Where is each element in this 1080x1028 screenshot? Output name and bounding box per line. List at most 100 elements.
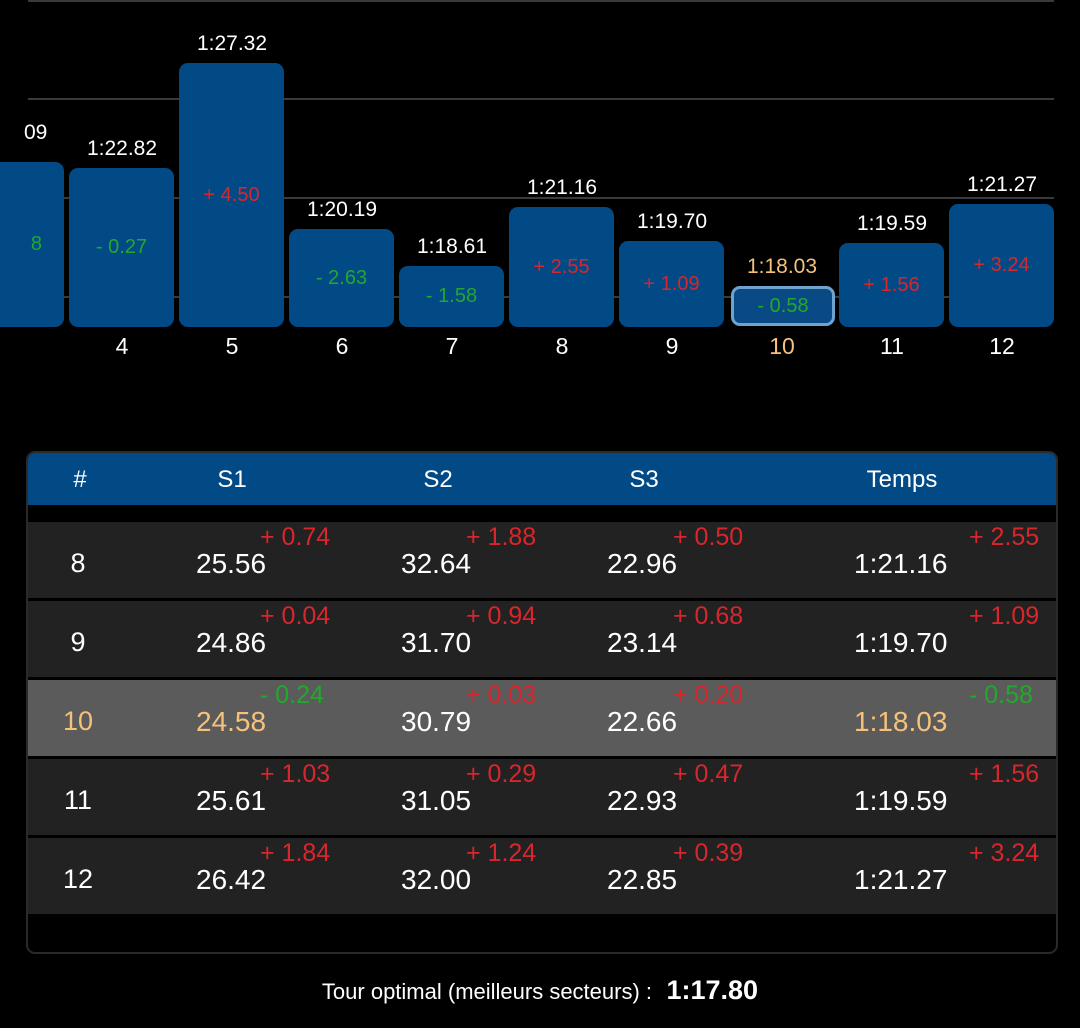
header-lap: # [73, 466, 87, 493]
bar-lap-10[interactable]: - 0.58 [731, 286, 835, 326]
bar-time-label: 1:22.82 [86, 137, 158, 160]
header-time: Temps [866, 466, 938, 493]
cell-s1-delta: + 1.03 [260, 760, 331, 788]
cell-s3-delta: + 0.39 [673, 839, 744, 867]
header-s2: S2 [423, 466, 453, 493]
bar-lap-label: 11 [880, 333, 904, 359]
row-lap-number: 10 [62, 706, 94, 736]
lap-bar-chart[interactable]: 8 09 - 0.27 1:22.82 4 + 4.50 1:27.32 5 - 2.63 1… [0, 0, 1080, 400]
bar-lap-11[interactable]: + 1.56 [839, 243, 944, 327]
cell-time: 1:21.27 [854, 864, 948, 895]
bar-time-label: 1:27.32 [196, 32, 268, 55]
bar-lap-label: 4 [115, 333, 129, 359]
bar-delta: - 0.58 [757, 294, 809, 317]
row-lap-number: 9 [70, 627, 86, 657]
cell-time: 1:18.03 [854, 706, 948, 737]
cell-time-delta: + 1.56 [969, 760, 1040, 788]
bar-lap-label: 10 [769, 333, 795, 359]
cell-s3-delta: + 0.50 [673, 523, 744, 551]
cell-time-delta: + 3.24 [969, 839, 1040, 867]
bar-delta: - 1.58 [425, 285, 478, 307]
optimal-lap-label: Tour optimal (meilleurs secteurs) : [321, 979, 653, 1004]
bar-delta: + 3.24 [973, 254, 1030, 276]
table-row[interactable]: 10 24.58- 0.24 30.79 + 0.03 22.66 + 0.20 1:18.… [28, 680, 1056, 756]
table-row[interactable]: 9 24.86 + 0.04 31.70 + 0.94 23.14 + 0.68 1:19.7… [28, 601, 1056, 677]
bar-lap-7[interactable]: - 1.58 [399, 266, 504, 327]
bar-time-label: 1:21.27 [966, 173, 1038, 196]
bar-lap-5[interactable]: + 4.50 [179, 63, 284, 327]
cell-s2-delta: + 0.03 [466, 681, 537, 709]
cell-s3: 22.93 [607, 785, 678, 816]
gridline [28, 197, 1054, 199]
cell-s3: 22.85 [607, 864, 678, 895]
bar-lap-4[interactable]: - 0.27 [69, 168, 174, 327]
bar-lap-label: 5 [225, 333, 239, 359]
table-row[interactable]: 11 25.61 + 1.03 31.05 + 0.29 22.93 + 0.47 1:19.… [28, 759, 1056, 835]
cell-s1-delta: + 0.74 [260, 523, 331, 551]
table-row[interactable]: 8 25.56 + 0.74 32.64 + 1.88 22.96 + 0.50 1:21.1… [28, 522, 1056, 598]
cell-s3: 22.66 [607, 706, 678, 737]
row-lap-number: 12 [62, 864, 94, 894]
header-s3: S3 [629, 466, 659, 493]
cell-s1: 25.61 [196, 785, 267, 816]
cell-time: 1:19.59 [854, 785, 948, 816]
cell-time-delta: + 2.55 [969, 523, 1040, 551]
bar-lap-label: 6 [335, 333, 349, 359]
bar-time-label: 1:21.16 [526, 176, 598, 199]
bar-delta: + 1.56 [863, 273, 920, 296]
bar-delta: - 2.63 [315, 266, 368, 289]
cell-s3: 23.14 [607, 627, 678, 658]
cell-s3-delta: + 0.47 [673, 760, 744, 788]
cell-time: 1:19.70 [854, 627, 948, 658]
bar-lap-8[interactable]: + 2.55 [509, 207, 614, 327]
cell-s2: 31.70 [401, 627, 472, 658]
bar-delta: - 0.27 [95, 236, 148, 258]
bar-delta: + 1.09 [643, 272, 700, 295]
cell-s1: 25.56 [196, 548, 267, 579]
bar-lap-6[interactable]: - 2.63 [289, 229, 394, 327]
cell-time-delta: - 0.58 [969, 681, 1033, 709]
bar-lap-12[interactable]: + 3.24 [949, 204, 1054, 327]
cell-s2-delta: + 0.94 [466, 602, 537, 630]
cell-s3: 22.96 [607, 548, 678, 579]
bar-time-label: 1:18.03 [746, 255, 818, 278]
cell-s2-delta: + 1.88 [466, 523, 537, 551]
cell-s2: 32.64 [401, 548, 472, 579]
header-s1: S1 [217, 466, 247, 493]
bar-lap-label: 9 [665, 333, 679, 359]
cell-s2: 32.00 [401, 864, 472, 895]
cell-s2: 30.79 [401, 706, 472, 737]
cell-s1-delta: - 0.24 [260, 681, 324, 709]
bar-partial-delta: 8 [30, 233, 42, 255]
bar-partial-time: 09 [24, 121, 48, 144]
optimal-lap-value: 1:17.80 [666, 975, 759, 1005]
bar-time-label: 1:19.70 [636, 210, 708, 233]
bar-lap-label: 8 [555, 333, 569, 359]
cell-s1-delta: + 0.04 [260, 602, 331, 630]
bar-partial[interactable]: 8 [0, 162, 64, 327]
gridline [28, 98, 1054, 100]
cell-s1-delta: + 1.84 [260, 839, 331, 867]
row-lap-number: 8 [70, 548, 86, 578]
bar-lap-label: 12 [989, 333, 1015, 359]
bar-time-label: 1:18.61 [416, 235, 488, 258]
cell-s3-delta: + 0.68 [673, 602, 744, 630]
cell-s1: 26.42 [196, 864, 267, 895]
bar-time-label: 1:19.59 [856, 212, 928, 235]
table-header: # S1 S2 S3 Temps [28, 453, 1056, 505]
cell-s2-delta: + 1.24 [466, 839, 537, 867]
lap-table: # S1 S2 S3 Temps 8 25.56 + 0.74 32.64 + 1.88… [26, 451, 1058, 954]
cell-s1: 24.58 [196, 706, 267, 737]
optimal-lap: Tour optimal (meilleurs secteurs) : 1:17… [0, 975, 1080, 1006]
gridline [28, 0, 1054, 2]
cell-s1: 24.86 [196, 627, 267, 658]
cell-time: 1:21.16 [854, 548, 948, 579]
bar-lap-9[interactable]: + 1.09 [619, 241, 724, 327]
row-lap-number: 11 [63, 785, 93, 815]
cell-s2: 31.05 [401, 785, 472, 816]
table-row[interactable]: 12 26.42 + 1.84 32.00 + 1.24 22.85 + 0.39 1:21.… [28, 838, 1056, 914]
cell-s2-delta: + 0.29 [466, 760, 537, 788]
cell-time-delta: + 1.09 [969, 602, 1040, 630]
bar-delta: + 2.55 [533, 255, 590, 278]
bar-delta: + 4.50 [203, 183, 260, 206]
